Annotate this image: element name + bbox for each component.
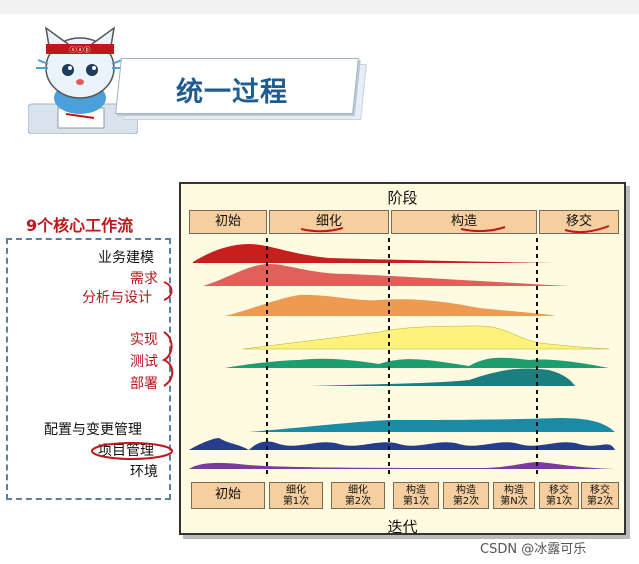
cat-mascot-icon: ⓢⓐⓑ (28, 26, 138, 134)
iteration-construction-1: 构造 第1次 (393, 482, 439, 509)
workflow-dashed-box (6, 238, 171, 500)
workflow-business-modeling: 业务建模 (98, 250, 154, 266)
title-card: 统一过程 (115, 58, 367, 120)
curve-implementation (242, 325, 610, 350)
phase-inception: 初始 (189, 210, 267, 234)
iteration-inception: 初始 (191, 482, 265, 509)
workflow-implementation: 实现 (130, 332, 158, 348)
left-annotations (91, 281, 174, 460)
page-title: 统一过程 (176, 77, 288, 108)
workflow-environment: 环境 (130, 464, 158, 480)
curve-deployment (309, 368, 575, 386)
annotation-construction (460, 226, 506, 233)
phase-title: 阶段 (387, 189, 418, 207)
iteration-construction-n: 构造 第N次 (493, 482, 535, 509)
curve-test (225, 357, 609, 368)
workflow-requirements: 需求 (130, 271, 158, 287)
curve-environment (189, 462, 615, 469)
workflow-config-change-mgmt: 配置与变更管理 (44, 422, 142, 438)
iteration-construction-2: 构造 第2次 (443, 482, 489, 509)
curve-business-modeling (193, 244, 555, 263)
workflow-analysis-design: 分析与设计 (82, 290, 152, 306)
cat-band-text: ⓢⓐⓑ (70, 46, 91, 54)
workflow-deployment: 部署 (130, 376, 158, 392)
iteration-elaboration-2: 细化 第2次 (331, 482, 385, 509)
phase-transition: 移交 (539, 210, 619, 234)
workflow-project-mgmt: 项目管理 (98, 443, 154, 459)
iteration-title: 迭代 (387, 518, 418, 536)
iteration-transition-1: 移交 第1次 (539, 482, 579, 509)
core-workflow-title: 9个核心工作流 (26, 216, 134, 235)
workflow-curves (189, 225, 615, 474)
workflow-test: 测试 (130, 354, 158, 370)
iteration-elaboration-1: 细化 第1次 (269, 482, 323, 509)
annotation-elaboration (300, 227, 344, 233)
curve-config-change (249, 418, 615, 432)
curve-project-management (189, 438, 615, 450)
iteration-transition-2: 移交 第2次 (581, 482, 619, 509)
annotation-transition (564, 225, 610, 234)
top-bar (0, 0, 639, 14)
watermark: CSDN @冰露可乐 (480, 542, 587, 557)
curve-requirements (203, 264, 569, 286)
unified-process-diagram: 阶段 初始 细化 构造 移交 初始 细化 第1次 细化 第2次 构造 第1次 构… (179, 182, 626, 536)
